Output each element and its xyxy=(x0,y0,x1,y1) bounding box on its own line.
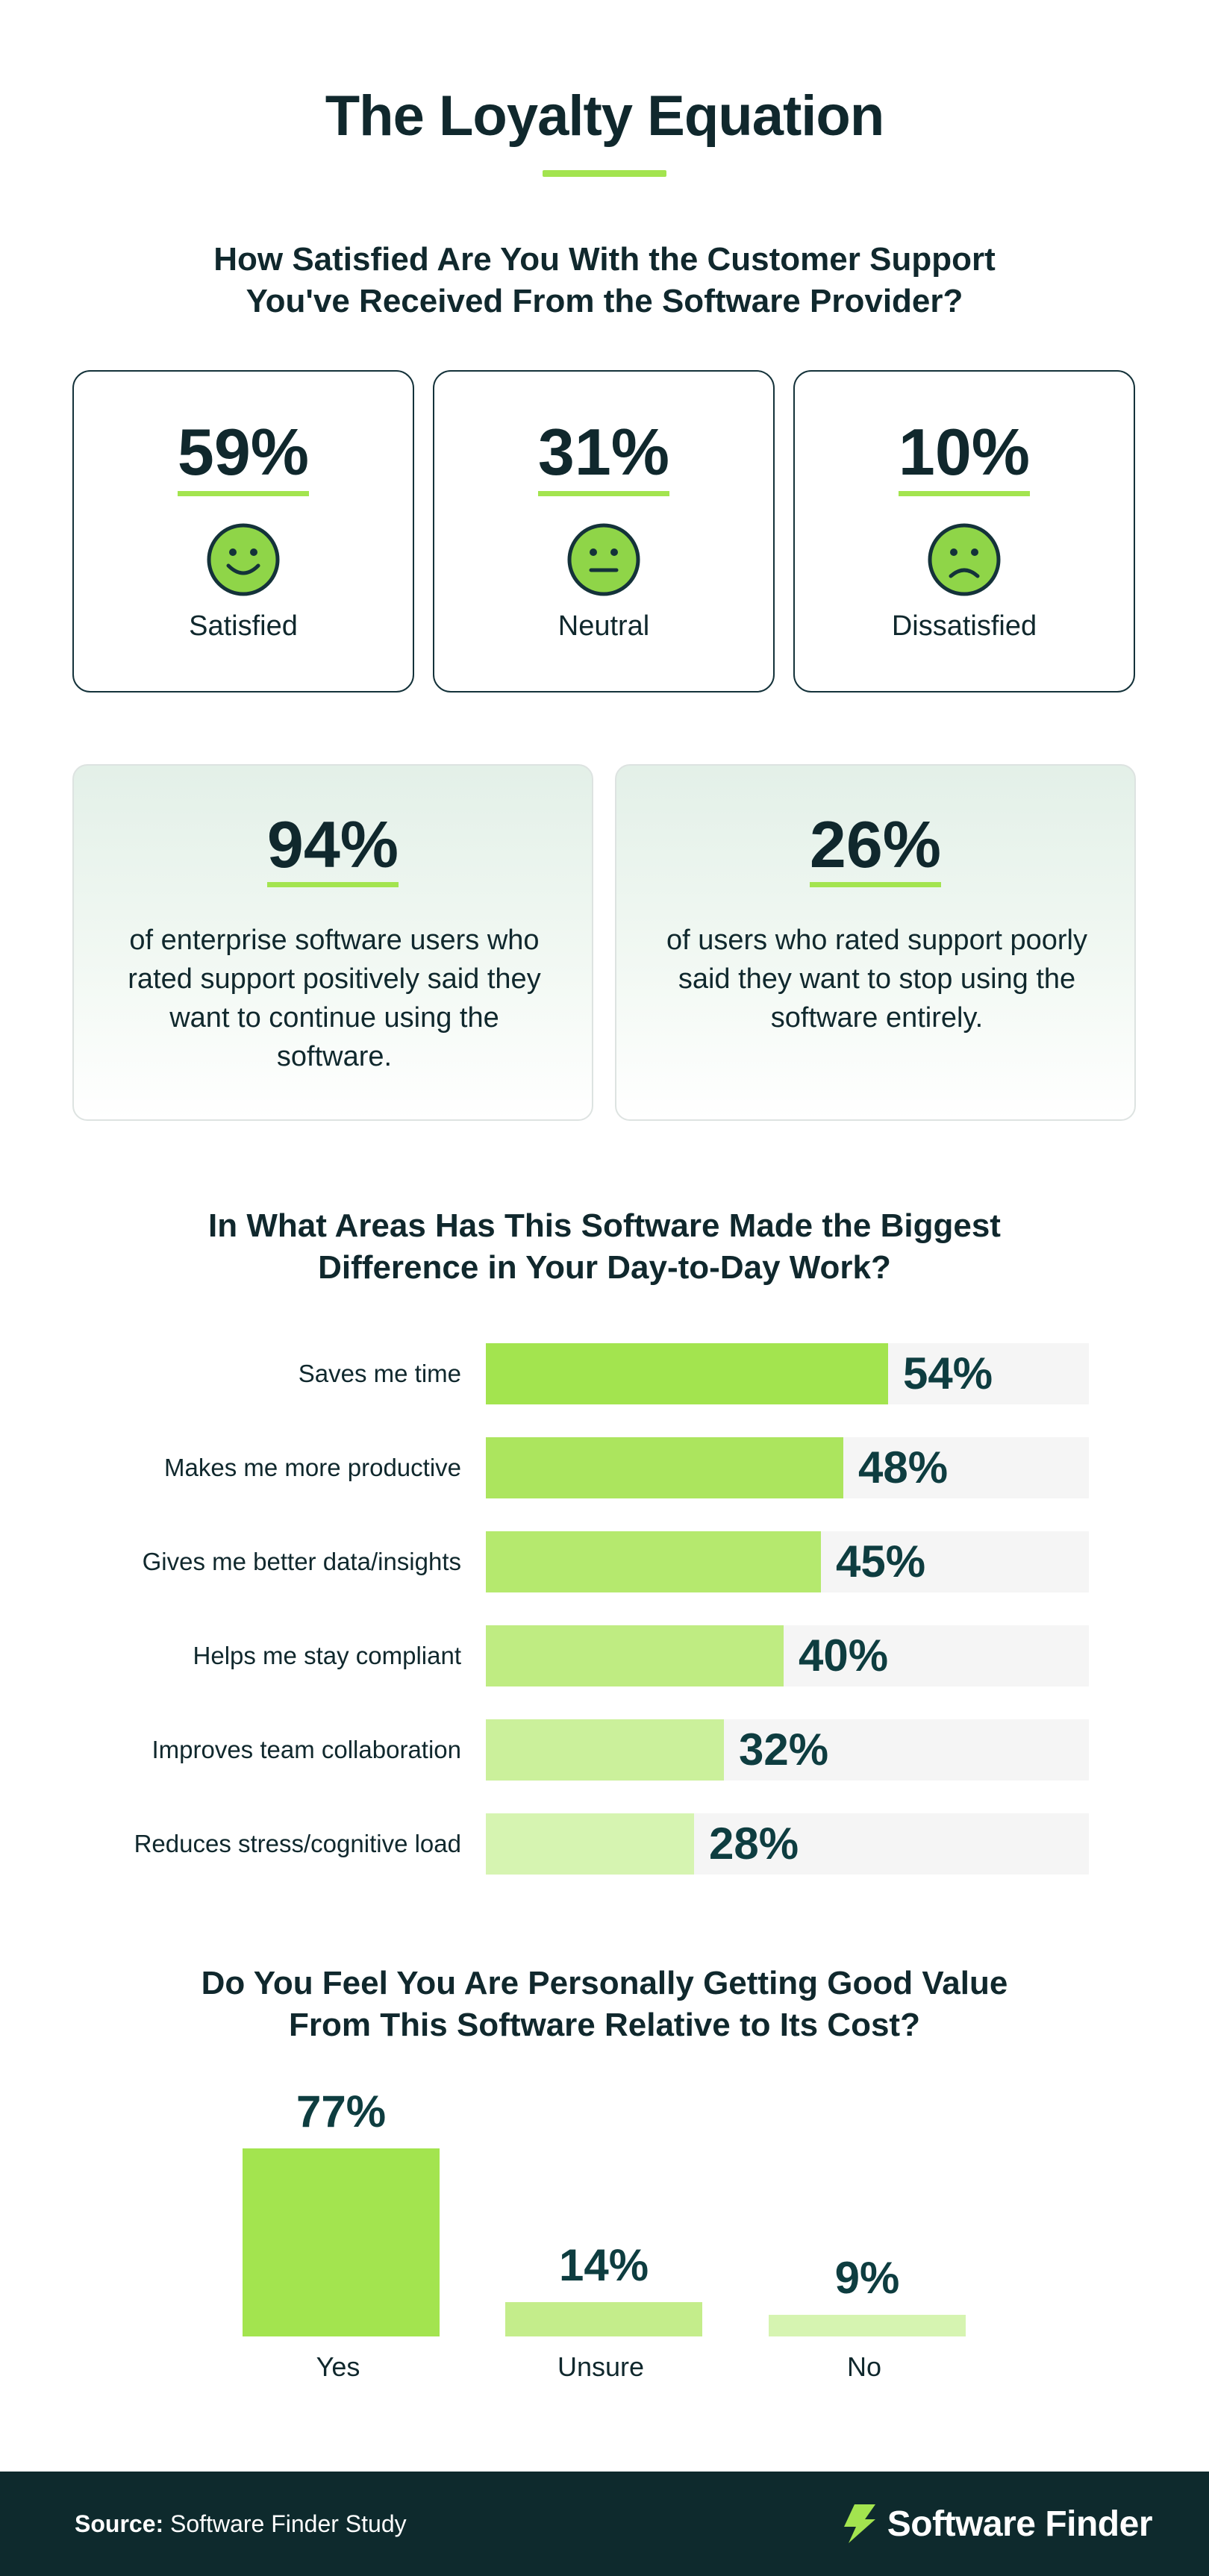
dissatisfied-label: Dissatisfied xyxy=(891,610,1037,642)
dissatisfied-underline xyxy=(899,491,1030,496)
areas-title-line2: Difference in Your Day-to-Day Work? xyxy=(318,1249,891,1286)
bar-track: 54% xyxy=(486,1343,1089,1404)
source-note: Source: Software Finder Study xyxy=(75,2472,407,2576)
bar-value-label: 28% xyxy=(709,1819,799,1869)
column-bar xyxy=(769,2315,966,2336)
value-title-line1: Do You Feel You Are Personally Getting G… xyxy=(201,1965,1008,2001)
frowning-face-icon xyxy=(928,523,1001,596)
neutral-underline xyxy=(538,491,669,496)
page-title: The Loyalty Equation xyxy=(325,84,885,148)
bar-value-label: 45% xyxy=(836,1536,926,1586)
footer: Source: Software Finder Study Software F… xyxy=(0,2472,1209,2576)
column-category-label: No xyxy=(846,2351,882,2382)
neutral-label: Neutral xyxy=(557,610,650,642)
bar-track: 45% xyxy=(486,1531,1089,1592)
value-title-line2: From This Software Relative to Its Cost? xyxy=(289,2007,920,2043)
smiling-face-icon xyxy=(207,523,280,596)
satisfied-value: 59% xyxy=(177,415,310,489)
brand-name: Software Finder xyxy=(887,2504,1153,2544)
areas-title-line1: In What Areas Has This Software Made the… xyxy=(208,1207,1001,1244)
satisfaction-title-line1: How Satisfied Are You With the Customer … xyxy=(213,241,996,278)
column-value-label: 9% xyxy=(834,2253,900,2303)
bar-value-label: 48% xyxy=(858,1442,949,1492)
satisfaction-title-line2: You've Received From the Software Provid… xyxy=(246,283,963,319)
column-value-label: 14% xyxy=(558,2240,649,2290)
bar-track: 28% xyxy=(486,1813,1089,1875)
bar-category-label: Improves team collaboration xyxy=(151,1736,461,1763)
neutral-card: 31% Neutral xyxy=(433,370,775,693)
bar-category-label: Gives me better data/insights xyxy=(142,1548,461,1575)
bar-value-label: 32% xyxy=(739,1725,829,1775)
column-category-label: Unsure xyxy=(557,2351,645,2382)
bar-category-label: Makes me more productive xyxy=(164,1454,461,1481)
value-title: Do You Feel You Are Personally Getting G… xyxy=(119,1963,1090,2046)
dissatisfied-value: 10% xyxy=(898,415,1031,489)
column-bar xyxy=(505,2302,702,2336)
satisfied-label: Satisfied xyxy=(189,610,298,642)
bar xyxy=(486,1625,784,1686)
continue-stat-text: of enterprise software users who rated s… xyxy=(128,925,541,1072)
brand-logo: Software Finder xyxy=(843,2472,1153,2576)
neutral-value: 31% xyxy=(537,415,670,489)
stop-stat-value: 26% xyxy=(809,807,942,881)
column-value-label: 77% xyxy=(296,2086,387,2136)
stop-stat-card: 26% of users who rated support poorly sa… xyxy=(615,764,1136,1121)
satisfied-underline xyxy=(178,491,309,496)
bar-track: 40% xyxy=(486,1625,1089,1686)
bar-track: 32% xyxy=(486,1719,1089,1781)
continue-stat-underline xyxy=(267,882,399,887)
bar xyxy=(486,1437,843,1498)
bar xyxy=(486,1719,724,1781)
dissatisfied-card: 10% Dissatisfied xyxy=(793,370,1135,693)
stop-stat-text: of users who rated support poorly said t… xyxy=(666,925,1087,1034)
bar-category-label: Helps me stay compliant xyxy=(193,1642,461,1669)
bar xyxy=(486,1531,821,1592)
bar-category-label: Saves me time xyxy=(298,1360,461,1387)
neutral-face-icon xyxy=(567,523,640,596)
source-text: Software Finder Study xyxy=(170,2510,407,2537)
bar-value-label: 40% xyxy=(799,1631,889,1681)
areas-title: In What Areas Has This Software Made the… xyxy=(119,1205,1090,1289)
column-bar xyxy=(243,2148,440,2336)
continue-stat-card: 94% of enterprise software users who rat… xyxy=(72,764,593,1121)
stop-stat-underline xyxy=(810,882,941,887)
continue-stat-value: 94% xyxy=(266,807,399,881)
bar-track: 48% xyxy=(486,1437,1089,1498)
lightning-logo-icon xyxy=(843,2504,875,2543)
satisfaction-title: How Satisfied Are You With the Customer … xyxy=(119,239,1090,322)
bar xyxy=(486,1813,694,1875)
title-underline xyxy=(543,170,666,177)
bar-value-label: 54% xyxy=(903,1348,993,1398)
satisfied-card: 59% Satisfied xyxy=(72,370,414,693)
column-category-label: Yes xyxy=(316,2351,360,2382)
bar-category-label: Reduces stress/cognitive load xyxy=(134,1830,461,1857)
source-label: Source: xyxy=(75,2510,164,2537)
bar xyxy=(486,1343,888,1404)
